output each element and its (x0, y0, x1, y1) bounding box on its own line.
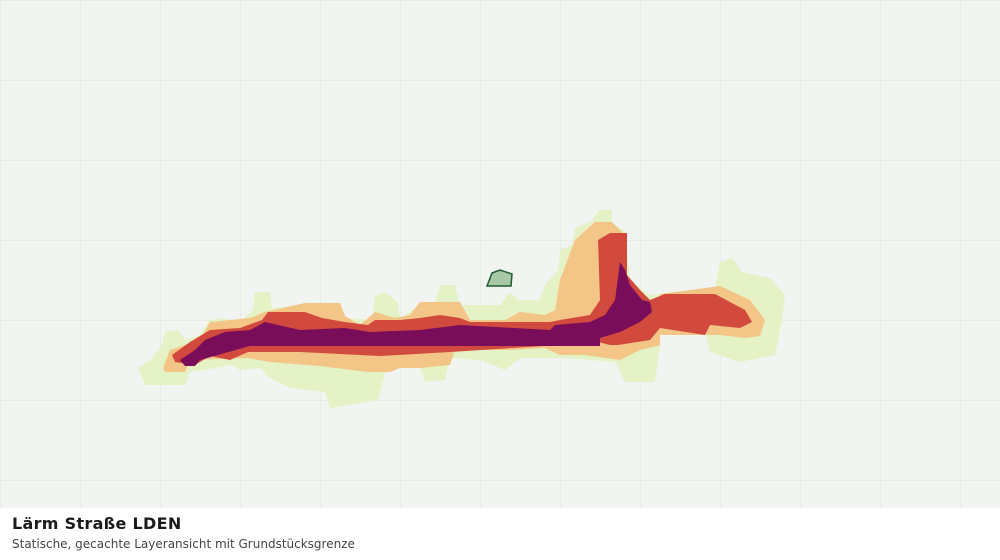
map-caption: Lärm Straße LDEN Statische, gecachte Lay… (0, 508, 1000, 560)
map-view (0, 0, 1000, 508)
layer-subtitle: Statische, gecachte Layeransicht mit Gru… (12, 537, 355, 551)
parcel-boundary[interactable] (485, 269, 513, 287)
layer-title: Lärm Straße LDEN (12, 514, 182, 533)
map-grid (0, 0, 1000, 508)
noise-zone-very-high (180, 262, 652, 366)
